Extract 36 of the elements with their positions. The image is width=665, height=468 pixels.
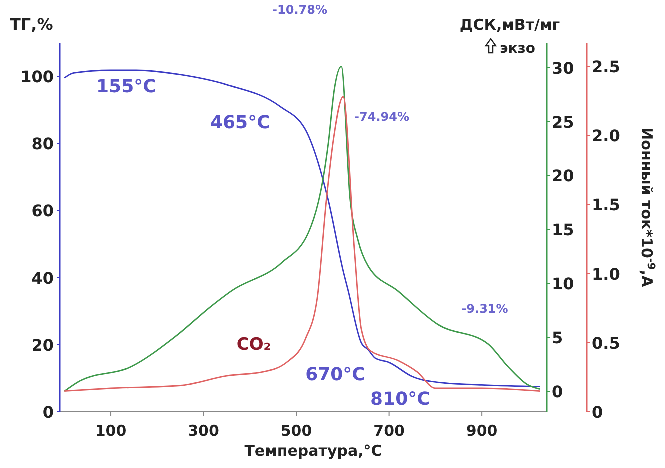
annotation: -9.31%	[462, 302, 508, 316]
y-tick-label: 0	[42, 403, 54, 422]
annotation: -74.94%	[354, 110, 410, 124]
annotation: 155°C	[96, 76, 156, 98]
series-label: CO₂	[236, 334, 272, 355]
y2-tick-label: 25	[552, 112, 574, 132]
y-tick-label: 100	[20, 68, 54, 87]
annotation: 810°C	[370, 388, 430, 410]
y2-tick-label: 30	[552, 58, 574, 78]
y-tick-label: 60	[32, 202, 54, 221]
y-tick-label: 40	[32, 268, 54, 288]
text: -10.78%	[272, 3, 328, 17]
y3-tick-label: 2.0	[592, 126, 620, 146]
x-tick-label: 700	[374, 422, 405, 440]
x-tick-label: 100	[95, 422, 127, 440]
y2-tick-label: 10	[552, 274, 574, 294]
x-tick-label: 500	[280, 422, 312, 440]
y3-tick-label: 0.5	[592, 334, 620, 353]
y3-tick-label: 1.0	[592, 264, 620, 284]
y-axis-title: ТГ,%	[10, 15, 54, 34]
y3-tick-label: 1.5	[592, 196, 620, 215]
y2-tick-label: 5	[552, 328, 564, 348]
y-tick-label: 80	[32, 134, 54, 154]
y-tick-label: 20	[32, 336, 54, 355]
x-axis-title: Температура,°C	[244, 442, 382, 460]
x-tick-label: 900	[466, 422, 498, 440]
annotation: экзо	[500, 41, 536, 57]
y2-tick-label: 15	[552, 220, 574, 240]
y3-tick-label: 0	[592, 403, 604, 422]
annotation: 465°C	[210, 112, 270, 134]
annotation: 670°C	[306, 364, 366, 386]
y2-tick-label: 0	[552, 382, 564, 402]
x-tick-label: 300	[188, 422, 220, 440]
y2-tick-label: 20	[552, 166, 574, 186]
y2-axis-title: ДСК,мВт/мг	[460, 16, 560, 34]
y3-tick-label: 2.5	[592, 57, 620, 76]
